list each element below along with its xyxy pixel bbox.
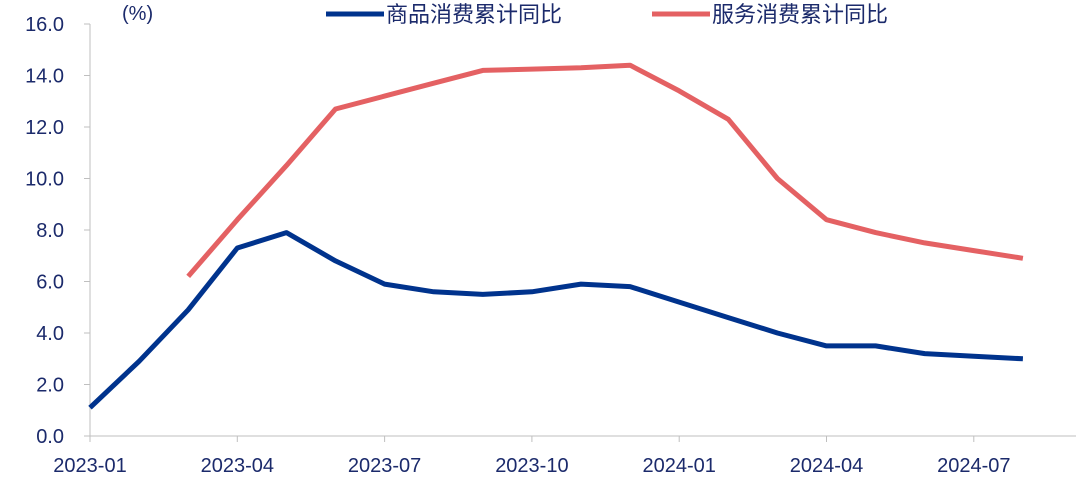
legend-label-1: 商品消费累计同比 [386, 2, 562, 27]
x-tick-label: 2024-07 [937, 455, 1010, 477]
x-tick-label: 2023-07 [348, 455, 421, 477]
y-tick-label: 12.0 [25, 117, 64, 139]
y-tick-label: 0.0 [36, 426, 64, 448]
series-layer [88, 62, 1024, 410]
legend: 商品消费累计同比 服务消费累计同比 [326, 2, 888, 27]
series-line-1 [88, 230, 1024, 410]
y-tick-label: 8.0 [36, 220, 64, 242]
x-tick-label: 2024-01 [642, 455, 715, 477]
x-tick-label: 2023-10 [495, 455, 568, 477]
x-tick-label: 2023-01 [53, 455, 126, 477]
y-tick-label: 16.0 [25, 14, 64, 36]
x-tick-label: 2024-04 [790, 455, 863, 477]
y-tick-label: 6.0 [36, 272, 64, 294]
y-tick-label: 2.0 [36, 375, 64, 397]
series-line-2 [186, 62, 1024, 279]
axes: 0.0 2.0 4.0 6.0 8.0 10.0 12.0 14.0 16.0 2023-01 20… [25, 14, 1076, 477]
legend-label-2: 服务消费累计同比 [712, 2, 888, 27]
unit-label: (%) [122, 3, 153, 25]
y-tick-label: 4.0 [36, 323, 64, 345]
y-tick-label: 10.0 [25, 169, 64, 191]
x-tick-label: 2023-04 [201, 455, 274, 477]
y-tick-label: 14.0 [25, 66, 64, 88]
